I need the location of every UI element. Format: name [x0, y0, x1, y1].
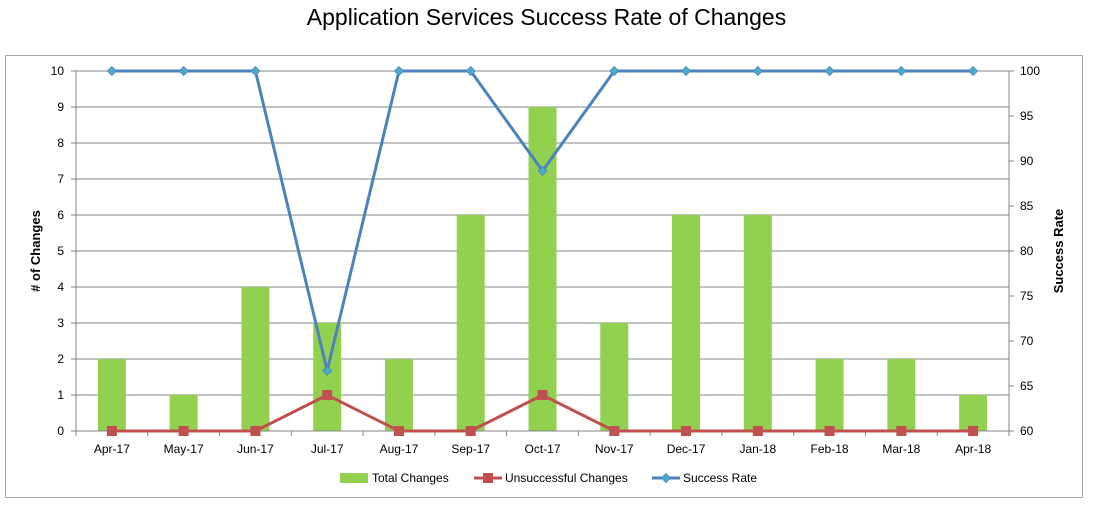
y-tick-label: 8 [57, 136, 64, 150]
legend: Total Changes Unsuccessful Changes Success… [340, 471, 757, 485]
x-tick-label: Aug-17 [380, 442, 419, 456]
x-tick-label: Feb-18 [811, 442, 849, 456]
bar [384, 359, 413, 431]
unsuccessful-changes-marker [681, 426, 692, 436]
legend-marker-unsuccessful [483, 473, 493, 483]
y2-tick-label: 65 [1020, 379, 1034, 393]
y-tick-label: 0 [57, 424, 64, 438]
bar [456, 215, 485, 431]
success-rate-marker [824, 65, 835, 77]
y-axis-title: # of Changes [28, 210, 43, 292]
unsuccessful-changes-marker [178, 426, 189, 436]
unsuccessful-changes-marker [968, 426, 979, 436]
line-series [106, 65, 979, 436]
x-tick-label: Jun-17 [237, 442, 274, 456]
y-tick-label: 6 [57, 208, 64, 222]
bar-series [97, 107, 988, 431]
y2-axis-title: Success Rate [1051, 209, 1066, 294]
x-tick-label: Dec-17 [667, 442, 706, 456]
y-tick-label: 10 [51, 64, 65, 78]
legend-marker-success-rate [660, 472, 672, 484]
bar [241, 287, 270, 431]
chart-frame [5, 55, 1083, 498]
y2-tick-label: 95 [1020, 109, 1034, 123]
success-rate-marker [465, 65, 476, 77]
unsuccessful-changes-marker [393, 426, 404, 436]
legend-label-unsuccessful-changes: Unsuccessful Changes [505, 471, 628, 485]
chart-title: Application Services Success Rate of Cha… [306, 4, 787, 30]
success-rate-marker [178, 65, 189, 77]
x-tick-label: Sep-17 [451, 442, 490, 456]
y2-tick-label: 90 [1020, 154, 1034, 168]
success-rate-marker [322, 365, 333, 376]
unsuccessful-changes-marker [537, 390, 548, 400]
x-tick-label: Mar-18 [882, 442, 920, 456]
unsuccessful-changes-marker [465, 426, 476, 436]
bar [672, 215, 701, 431]
success-rate-marker [537, 165, 548, 176]
bar [600, 323, 629, 431]
success-rate-marker [752, 65, 763, 77]
y2-tick-label: 60 [1020, 424, 1034, 438]
bar [97, 359, 126, 431]
legend-label-total-changes: Total Changes [372, 471, 449, 485]
x-tick-label: Oct-17 [524, 442, 560, 456]
y-tick-label: 1 [57, 388, 64, 402]
unsuccessful-changes-marker [752, 426, 763, 436]
bar [743, 215, 772, 431]
unsuccessful-changes-marker [322, 390, 333, 400]
x-tick-label: Apr-17 [94, 442, 130, 456]
y-tick-label: 9 [57, 100, 64, 114]
legend-swatch-total-changes [340, 473, 368, 483]
x-tick-label: Apr-18 [955, 442, 991, 456]
success-rate-marker [393, 65, 405, 77]
success-rate-marker [106, 65, 117, 77]
bar [959, 395, 988, 431]
bar [528, 107, 557, 431]
x-tick-label: May-17 [164, 442, 204, 456]
success-rate-marker [250, 65, 261, 77]
x-tick-label: Nov-17 [595, 442, 634, 456]
y-tick-label: 2 [57, 352, 64, 366]
legend-label-success-rate: Success Rate [683, 471, 757, 485]
bar [887, 359, 916, 431]
unsuccessful-changes-marker [609, 426, 620, 436]
x-tick-label: Jul-17 [311, 442, 344, 456]
y2-tick-label: 80 [1020, 244, 1034, 258]
bar [313, 323, 342, 431]
y-tick-label: 3 [57, 316, 64, 330]
y2-tick-label: 100 [1020, 64, 1040, 78]
success-rate-marker [609, 65, 620, 77]
success-rate-marker [968, 65, 979, 77]
unsuccessful-changes-marker [250, 426, 261, 436]
y2-tick-label: 75 [1020, 289, 1034, 303]
y-tick-label: 5 [57, 244, 64, 258]
unsuccessful-changes-marker [896, 426, 907, 436]
unsuccessful-changes-marker [106, 426, 117, 436]
y-tick-label: 4 [57, 280, 64, 294]
tick-labels: 0 1 2 3 4 5 6 7 8 9 10 60 65 70 75 80 85 90 95 100 Apr-17 May… [51, 64, 1041, 456]
bar [815, 359, 844, 431]
y2-tick-label: 85 [1020, 199, 1034, 213]
success-rate-marker [896, 65, 907, 77]
y-tick-label: 7 [57, 172, 64, 186]
bar [169, 395, 198, 431]
x-tick-label: Jan-18 [739, 442, 776, 456]
unsuccessful-changes-marker [824, 426, 835, 436]
y2-tick-label: 70 [1020, 334, 1034, 348]
success-rate-marker [680, 65, 692, 77]
